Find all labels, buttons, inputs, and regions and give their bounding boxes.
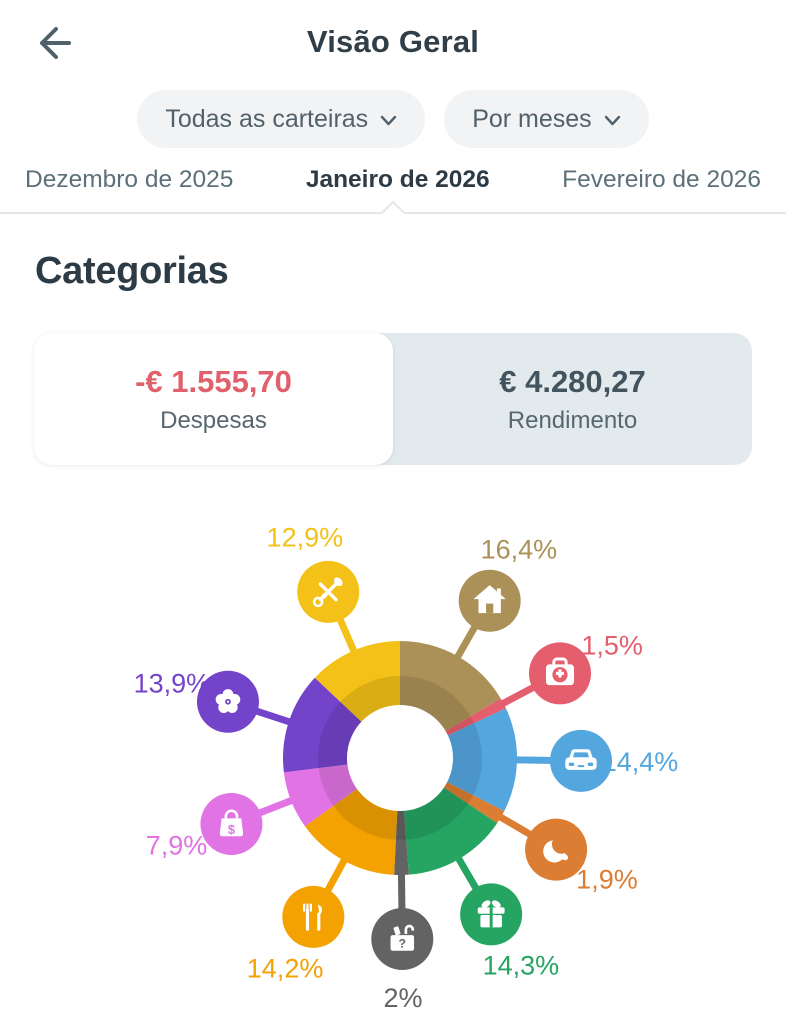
pie-label-car: 14,4% <box>602 747 679 777</box>
category-bubble-flowers[interactable] <box>196 670 259 733</box>
tab-january-2026[interactable]: Janeiro de 2026 <box>305 166 490 193</box>
pie-label-flowers: 13,9% <box>134 668 211 698</box>
pie-label-child: 12,9% <box>267 523 344 553</box>
month-tabs: Dezembro de 2025 Janeiro de 2026 Feverei… <box>0 161 786 199</box>
pie-label-housing: 16,4% <box>481 535 558 565</box>
section-title: Categorias <box>35 250 229 292</box>
chevron-down-icon <box>604 115 621 127</box>
utensils-icon <box>303 903 323 931</box>
wallet-filter-label: Todas as carteiras <box>165 104 369 133</box>
category-bubble-gifts[interactable] <box>460 883 523 946</box>
top-bar: Visão Geral <box>0 0 786 74</box>
pie-label-food: 14,2% <box>247 954 324 984</box>
category-bubble-child[interactable] <box>297 560 360 623</box>
pie-label-health: 1,5% <box>581 631 643 661</box>
svg-text:$: $ <box>228 822 235 837</box>
pie-label-other: 2% <box>384 983 423 1013</box>
bag-icon: $ <box>219 809 244 837</box>
expenses-amount: -€ 1.555,70 <box>135 363 292 399</box>
category-bubble-shopping[interactable]: $ <box>200 792 263 855</box>
donut-chart: ? $ 16,4% 1,5% 14,4% 1,9% 14,3% 2% 14,2% 7,9% 13… <box>134 523 679 1013</box>
categories-chart-area: ? $ 16,4% 1,5% 14,4% 1,9% 14,3% 2% 14,2% 7,9% 13… <box>0 477 786 1022</box>
income-label: Rendimento <box>507 406 638 434</box>
selected-tab-notch <box>380 200 406 225</box>
donut-hole <box>347 705 453 811</box>
category-bubble-car[interactable] <box>549 729 612 792</box>
pie-label-gifts: 14,3% <box>483 950 560 980</box>
expenses-toggle[interactable]: -€ 1.555,70 Despesas <box>34 333 393 465</box>
category-bubble-health[interactable] <box>528 642 591 705</box>
pie-slice-car[interactable] <box>400 708 517 812</box>
pacifier-icon <box>312 577 343 608</box>
category-bubble-bakery[interactable] <box>525 818 588 881</box>
category-bubble-housing[interactable] <box>458 569 521 632</box>
pie-label-shopping: 7,9% <box>146 830 208 860</box>
category-bubble-food[interactable] <box>282 885 345 948</box>
house-icon <box>473 585 506 614</box>
flower-icon <box>215 689 241 714</box>
chevron-down-icon <box>380 115 397 127</box>
svg-text:?: ? <box>399 936 407 950</box>
wallet-filter-button[interactable]: Todas as carteiras <box>137 90 426 148</box>
income-amount: € 4.280,27 <box>499 363 646 399</box>
income-toggle[interactable]: € 4.280,27 Rendimento <box>393 333 752 465</box>
period-filter-label: Por meses <box>472 104 592 133</box>
car-icon <box>565 749 597 770</box>
arrow-left-icon <box>32 21 76 68</box>
basket-icon: ? <box>390 924 415 951</box>
expenses-label: Despesas <box>160 406 267 434</box>
medkit-icon <box>545 657 574 686</box>
back-button[interactable] <box>26 16 82 72</box>
pie-label-bakery: 1,9% <box>576 865 638 895</box>
tab-february-2026[interactable]: Fevereiro de 2026 <box>562 166 761 193</box>
filter-row: Todas as carteiras Por meses <box>0 90 786 148</box>
tabs-divider <box>0 200 786 225</box>
tab-december-2025[interactable]: Dezembro de 2025 <box>25 166 234 193</box>
croissant-icon <box>543 834 571 863</box>
page-title: Visão Geral <box>306 24 480 59</box>
category-bubble-other[interactable]: ? <box>371 907 434 970</box>
period-filter-button[interactable]: Por meses <box>444 90 649 148</box>
expense-income-toggle: -€ 1.555,70 Despesas € 4.280,27 Rendimen… <box>34 333 752 465</box>
gift-icon <box>477 900 505 928</box>
